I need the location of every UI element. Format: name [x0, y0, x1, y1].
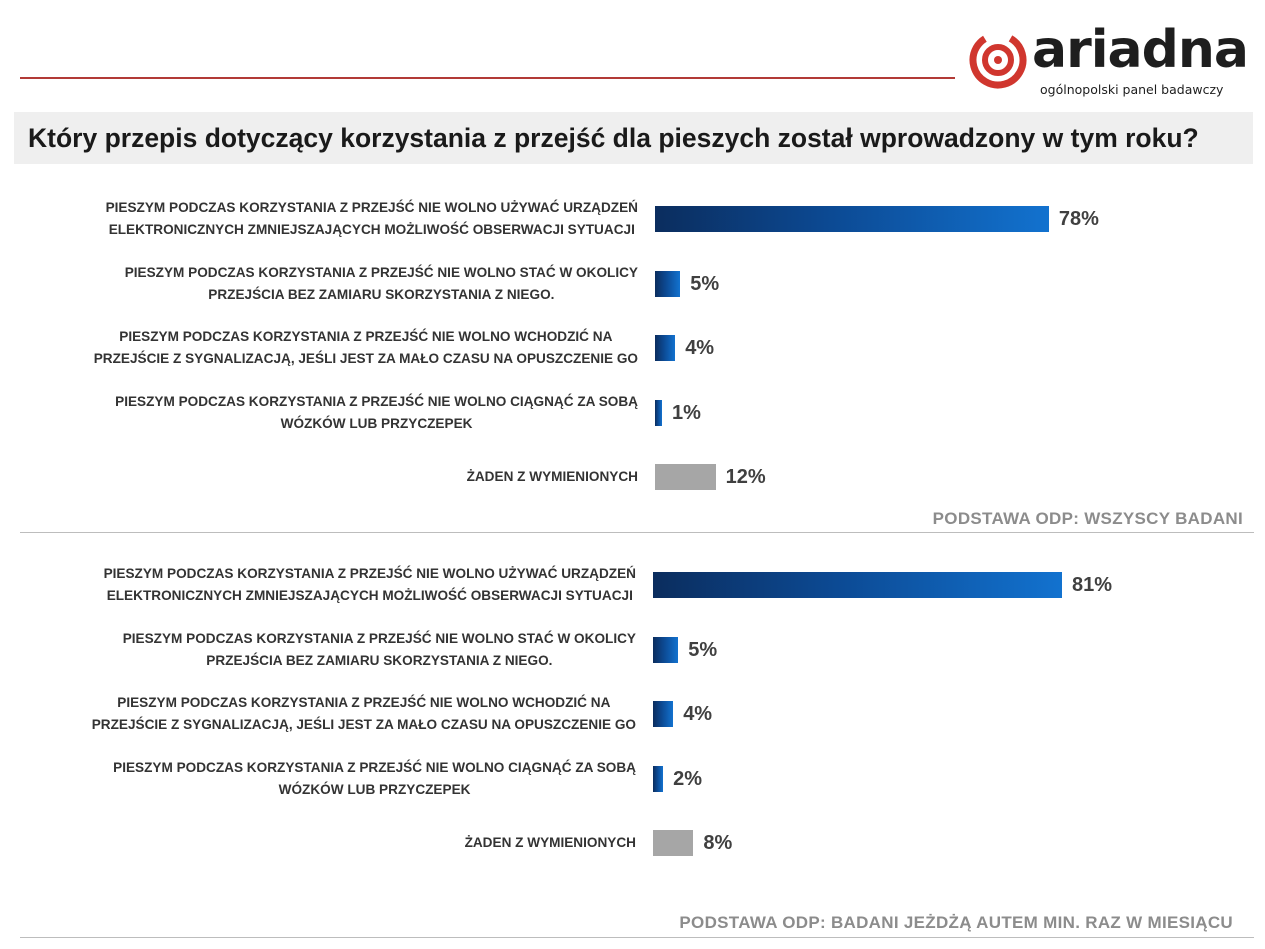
- bottom-separator: [20, 937, 1254, 938]
- bar-row: PIESZYM PODCZAS KORZYSTANIA Z PRZEJŚĆ NI…: [0, 323, 1265, 373]
- category-label-line: ELEKTRONICZNYCH ZMNIEJSZAJĄCYCH MOŻLIWOŚ…: [108, 222, 635, 237]
- category-label: ŻADEN Z WYMIENIONYCH: [18, 452, 638, 502]
- category-label: PIESZYM PODCZAS KORZYSTANIA Z PRZEJŚĆ NI…: [16, 754, 636, 804]
- title-bar: Który przepis dotyczący korzystania z pr…: [14, 112, 1253, 164]
- ariadna-logo-icon: [969, 31, 1027, 89]
- category-label-line: PIESZYM PODCZAS KORZYSTANIA Z PRZEJŚĆ NI…: [115, 393, 638, 409]
- logo-wordmark: ariadna: [1032, 20, 1249, 80]
- category-label-line: PRZEJŚCIA BEZ ZAMIARU SKORZYSTANIA Z NIE…: [206, 652, 553, 668]
- bar-row: PIESZYM PODCZAS KORZYSTANIA Z PRZEJŚĆ NI…: [0, 560, 1265, 610]
- category-label-line: PIESZYM PODCZAS KORZYSTANIA Z PRZEJŚĆ NI…: [113, 759, 636, 775]
- basis-footnote: PODSTAWA ODP: WSZYSCY BADANI: [932, 509, 1243, 528]
- category-label: PIESZYM PODCZAS KORZYSTANIA Z PRZEJŚĆ NI…: [16, 560, 636, 610]
- bar-value-label: 78%: [1058, 208, 1099, 230]
- category-label-line: PIESZYM PODCZAS KORZYSTANIA Z PRZEJŚĆ NI…: [117, 695, 611, 710]
- bar-row: PIESZYM PODCZAS KORZYSTANIA Z PRZEJŚĆ NI…: [0, 194, 1265, 244]
- bar-value-label: 5%: [690, 272, 720, 295]
- category-label-line: PRZEJŚCIA BEZ ZAMIARU SKORZYSTANIA Z NIE…: [208, 286, 555, 302]
- category-label-line: PRZEJŚCIE Z SYGNALIZACJĄ, JEŚLI JEST ZA …: [91, 717, 636, 732]
- category-label-line: PIESZYM PODCZAS KORZYSTANIA Z PRZEJŚĆ NI…: [124, 264, 638, 280]
- bar: [653, 701, 674, 727]
- bar: [655, 399, 662, 426]
- category-label-line: PIESZYM PODCZAS KORZYSTANIA Z PRZEJŚĆ NI…: [122, 630, 636, 646]
- chart-panel-all-respondents: PIESZYM PODCZAS KORZYSTANIA Z PRZEJŚĆ NI…: [0, 194, 1265, 539]
- category-label-line: PIESZYM PODCZAS KORZYSTANIA Z PRZEJŚĆ NI…: [119, 329, 613, 344]
- category-label-line: PIESZYM PODCZAS KORZYSTANIA Z PRZEJŚĆ NI…: [105, 200, 638, 215]
- bar-none-of-the-above: [655, 464, 716, 490]
- category-label-line: ELEKTRONICZNYCH ZMNIEJSZAJĄCYCH MOŻLIWOŚ…: [106, 588, 633, 603]
- bar-row: PIESZYM PODCZAS KORZYSTANIA Z PRZEJŚĆ NI…: [0, 689, 1265, 739]
- bar: [655, 206, 1049, 232]
- category-label-line: PIESZYM PODCZAS KORZYSTANIA Z PRZEJŚĆ NI…: [103, 566, 636, 581]
- bar-value-label: 81%: [1072, 574, 1113, 596]
- bar-value-label: 8%: [703, 832, 733, 854]
- bar: [655, 335, 676, 361]
- bar-row: PIESZYM PODCZAS KORZYSTANIA Z PRZEJŚĆ NI…: [0, 388, 1265, 438]
- bar-value-label: 4%: [685, 337, 715, 359]
- bar-row: PIESZYM PODCZAS KORZYSTANIA Z PRZEJŚĆ NI…: [0, 259, 1265, 309]
- bar-value-label: 4%: [683, 703, 713, 725]
- bar-row: PIESZYM PODCZAS KORZYSTANIA Z PRZEJŚĆ NI…: [0, 754, 1265, 804]
- category-label: PIESZYM PODCZAS KORZYSTANIA Z PRZEJŚĆ NI…: [16, 625, 636, 675]
- bar-row: ŻADEN Z WYMIENIONYCH 8%: [0, 818, 1265, 868]
- bar-value-label: 12%: [725, 466, 766, 488]
- bar-value-label: 1%: [672, 401, 701, 424]
- bar-value-label: 5%: [688, 638, 718, 661]
- ariadna-logo: ariadna ogólnopolski panel badawczy: [968, 24, 1253, 102]
- header-rule: [20, 77, 955, 79]
- category-label: PIESZYM PODCZAS KORZYSTANIA Z PRZEJŚĆ NI…: [16, 689, 636, 739]
- bar-row: ŻADEN Z WYMIENIONYCH 12%: [0, 452, 1265, 502]
- category-label: PIESZYM PODCZAS KORZYSTANIA Z PRZEJŚĆ NI…: [18, 388, 638, 438]
- bar: [653, 572, 1063, 598]
- category-label-line: ŻADEN Z WYMIENIONYCH: [466, 469, 638, 484]
- bar-none-of-the-above: [653, 830, 694, 856]
- bar-row: PIESZYM PODCZAS KORZYSTANIA Z PRZEJŚĆ NI…: [0, 625, 1265, 675]
- basis-footnote: PODSTAWA ODP: BADANI JEŻDŻĄ AUTEM MIN. R…: [679, 913, 1233, 932]
- panel-separator: [20, 532, 1254, 533]
- category-label-line: WÓZKÓW LUB PRZYCZEPEK: [280, 415, 473, 431]
- category-label: PIESZYM PODCZAS KORZYSTANIA Z PRZEJŚĆ NI…: [18, 323, 638, 373]
- bar: [653, 765, 664, 792]
- bar: [655, 270, 681, 297]
- category-label-line: WÓZKÓW LUB PRZYCZEPEK: [278, 781, 471, 797]
- bar: [653, 636, 679, 663]
- category-label-line: ŻADEN Z WYMIENIONYCH: [464, 835, 636, 850]
- logo-tagline: ogólnopolski panel badawczy: [1040, 82, 1224, 97]
- category-label-line: PRZEJŚCIE Z SYGNALIZACJĄ, JEŚLI JEST ZA …: [93, 351, 638, 366]
- category-label: PIESZYM PODCZAS KORZYSTANIA Z PRZEJŚĆ NI…: [18, 194, 638, 244]
- page-title: Który przepis dotyczący korzystania z pr…: [28, 123, 1199, 153]
- bar-value-label: 2%: [673, 767, 702, 790]
- category-label: ŻADEN Z WYMIENIONYCH: [16, 818, 636, 868]
- category-label: PIESZYM PODCZAS KORZYSTANIA Z PRZEJŚĆ NI…: [18, 259, 638, 309]
- chart-panel-drivers: PIESZYM PODCZAS KORZYSTANIA Z PRZEJŚĆ NI…: [0, 560, 1265, 945]
